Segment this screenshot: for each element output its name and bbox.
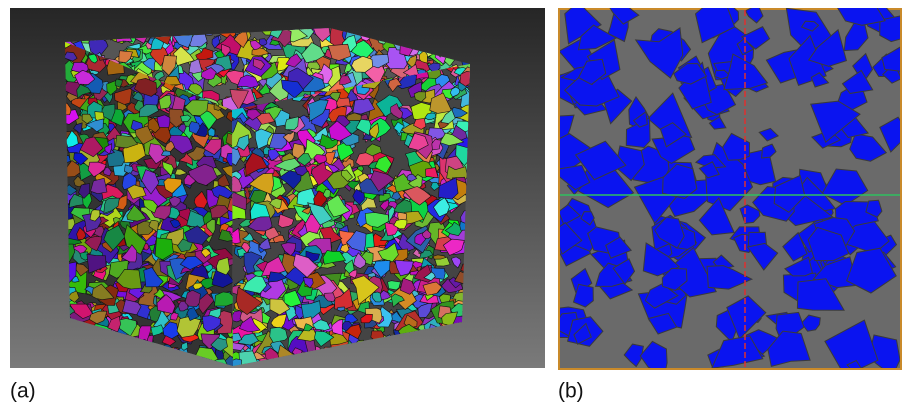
grain [270, 327, 288, 342]
grain [185, 290, 200, 306]
grain [157, 115, 170, 128]
figure: (a) (b) [0, 0, 902, 405]
page: (a) (b) (() => { const data = JSON.parse… [0, 0, 902, 405]
panel-label: (b) [558, 380, 584, 403]
panel-label: (a) [10, 380, 36, 403]
